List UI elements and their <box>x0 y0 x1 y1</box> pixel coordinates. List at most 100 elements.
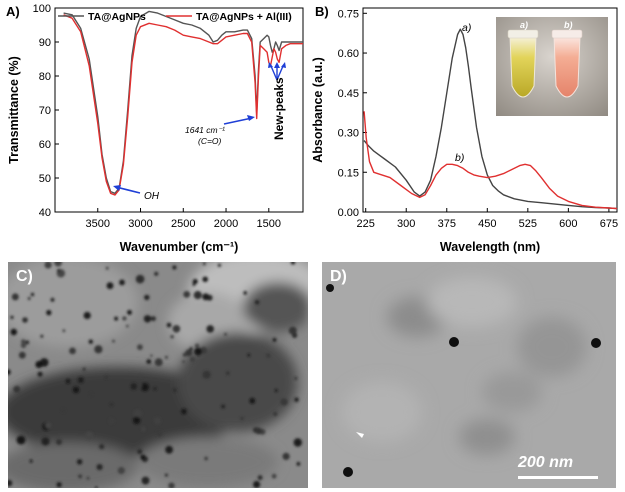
vial-a <box>507 29 539 98</box>
panel-b-x-axis-label: Wavelength (nm) <box>440 240 540 254</box>
nanoparticle <box>172 325 181 333</box>
nanoparticle <box>8 369 11 375</box>
nanoparticle <box>193 291 202 300</box>
panel-b-x-tick-label: 225 <box>357 218 375 230</box>
peak-1641-arrowhead <box>247 115 255 121</box>
tem-d-texture <box>322 262 616 488</box>
panel-b-plot-frame <box>362 7 618 213</box>
nanoparticle <box>40 334 44 338</box>
nanoparticle <box>16 435 26 445</box>
panel-a-y-tick-label: 80 <box>39 71 51 83</box>
nanoparticle <box>274 389 278 392</box>
legend-ta-agnps-al: TA@AgNPs + Al(III) <box>196 11 292 23</box>
tem-image-c: C) <box>8 262 308 488</box>
nanoparticle <box>247 353 251 357</box>
nanoparticle <box>143 315 152 323</box>
nanoparticle <box>156 430 163 437</box>
nanoparticle <box>243 291 247 295</box>
panel-b-x-tick-label: 300 <box>397 218 415 230</box>
nanoparticle <box>88 339 94 344</box>
nanoparticle <box>30 292 35 297</box>
nanoparticle <box>272 411 278 417</box>
panel-a-label: A) <box>6 4 20 19</box>
nanoparticle <box>153 417 161 425</box>
nanoparticle <box>77 377 84 383</box>
nanoparticle <box>21 339 26 344</box>
panel-b-y-tick-label: 0.45 <box>338 88 359 100</box>
nanoparticle <box>185 349 193 357</box>
nanoparticle <box>173 388 177 392</box>
nanoparticle <box>117 466 125 475</box>
panel-a-legend: TA@AgNPs TA@AgNPs + Al(III) <box>58 11 292 23</box>
nanoparticle <box>164 355 168 359</box>
nanoparticle <box>272 337 277 342</box>
nanoparticle <box>85 431 93 440</box>
nanoparticle <box>27 297 31 300</box>
oh-arrowhead <box>113 185 121 191</box>
nanoparticle <box>257 475 263 481</box>
nanoparticle <box>105 266 109 270</box>
nanoparticle <box>41 437 50 446</box>
new-peaks-label: New-peaks <box>272 77 286 140</box>
nanoparticle <box>135 274 145 284</box>
nanoparticle <box>189 347 193 351</box>
panel-a-y-tick-label: 40 <box>39 207 51 219</box>
nanoparticle <box>141 426 146 432</box>
vial-a-label: a) <box>520 20 528 30</box>
nanoparticle <box>108 418 115 424</box>
nanoparticle <box>449 337 459 347</box>
nanoparticle <box>202 370 211 379</box>
nanoparticle <box>11 293 19 301</box>
new-peak-arrowhead-3 <box>281 62 286 68</box>
nanoparticle <box>194 343 200 348</box>
scale-bar-label: 200 nm <box>518 454 574 471</box>
nanoparticle <box>255 427 262 435</box>
nanoparticle <box>165 445 174 454</box>
nanoparticle <box>137 448 143 455</box>
nanoparticle <box>22 317 28 323</box>
nanoparticle <box>139 374 143 378</box>
panel-a-ticks: 3500 3000 2500 2000 1500 40 50 60 70 80 90 100 <box>33 3 281 230</box>
nanoparticle <box>150 316 156 322</box>
nanoparticle <box>72 386 80 393</box>
nanoparticle <box>110 403 113 406</box>
nanoparticle <box>202 276 208 283</box>
nanoparticle <box>181 408 187 415</box>
nanoparticle <box>182 360 186 364</box>
nanoparticle <box>95 486 98 488</box>
nanoparticle <box>76 459 83 465</box>
nanoparticle <box>271 473 277 479</box>
panel-a-x-tick-label: 1500 <box>257 218 281 230</box>
panel-a-y-tick-label: 70 <box>39 105 51 117</box>
peak-1641-arrow <box>223 117 253 125</box>
nanoparticle <box>13 385 21 393</box>
panel-b-y-tick-label: 0.30 <box>338 128 359 140</box>
nanoparticle <box>25 340 30 345</box>
nanoparticle <box>18 351 26 359</box>
nanoparticle <box>154 358 163 367</box>
panel-a-y-tick-label: 50 <box>39 173 51 185</box>
vial-b <box>551 29 583 98</box>
nanoparticle <box>144 294 150 301</box>
nanoparticle <box>44 262 52 269</box>
panel-a-series-a-line <box>63 10 303 195</box>
nanoparticle <box>254 300 260 305</box>
nanoparticle <box>293 438 302 447</box>
panel-b-label: B) <box>315 4 329 19</box>
nanoparticle <box>240 416 244 421</box>
nanoparticle <box>294 397 299 402</box>
nanoparticle <box>206 325 214 333</box>
nanoparticle <box>282 452 290 460</box>
nanoparticle <box>122 316 127 321</box>
vial-b-label: b) <box>564 20 573 30</box>
nanoparticle <box>114 316 119 321</box>
nanoparticle <box>294 377 298 380</box>
nanoparticle <box>62 329 66 332</box>
nanoparticle <box>86 477 90 480</box>
nanoparticle <box>45 422 52 429</box>
panel-a-y-tick-label: 90 <box>39 37 51 49</box>
nanoparticle <box>140 383 149 392</box>
nanoparticle <box>150 354 153 357</box>
nanoparticle <box>288 326 297 335</box>
nanoparticle <box>141 476 150 485</box>
